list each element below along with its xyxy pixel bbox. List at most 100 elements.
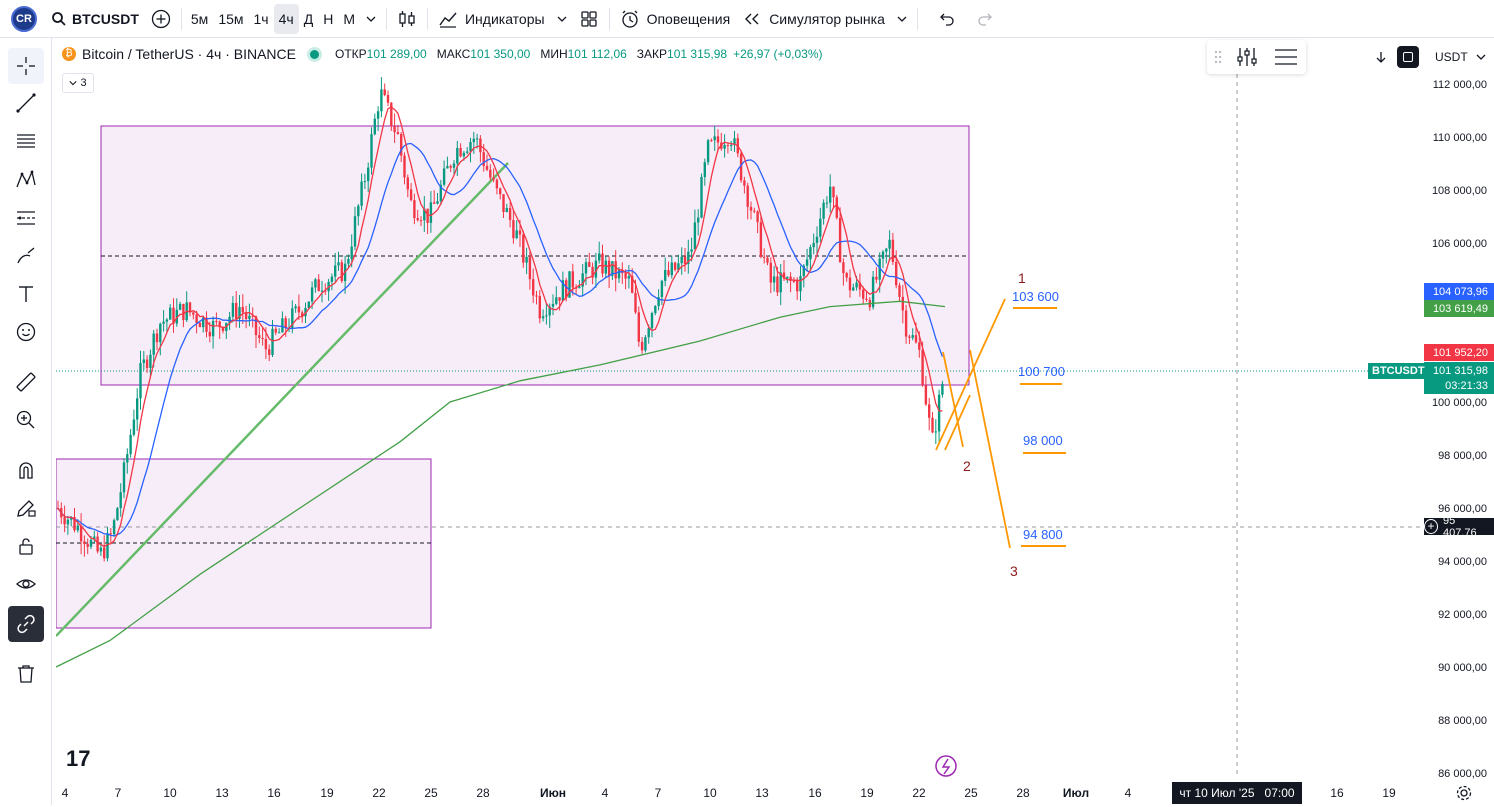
candle-body [294,306,297,309]
brush-tool[interactable] [8,238,44,274]
timeframe-button[interactable]: 4ч [273,3,299,34]
countdown-label: 03:21:33 [1424,377,1494,394]
sync-drawings-tool[interactable] [8,606,44,642]
candle-body [891,239,895,262]
timeframe-button[interactable]: Д [303,10,314,27]
timeframe-button[interactable]: 1ч [253,10,269,27]
lightning-icon[interactable] [935,755,957,777]
candle-body [541,316,545,319]
object-tree-icon[interactable] [1273,45,1299,69]
timeframe-button[interactable]: 5м [190,10,209,27]
draw-mode-tool[interactable] [8,490,44,526]
price-chart[interactable]: 17 [56,42,1424,777]
drag-handle-icon[interactable] [1214,49,1222,65]
rewind-icon [745,13,759,24]
candle-body [86,544,89,547]
time-axis[interactable]: 4 7 10 13 16 19 22 25 28 Июн 4 7 10 13 1… [56,778,1424,805]
timeframe-button[interactable]: 15м [218,10,244,27]
legend-title[interactable]: Bitcoin / TetherUS · 4ч · BINANCE [82,46,296,62]
candle-body [466,151,469,153]
currency-selector[interactable]: USDT [1435,50,1468,64]
chevron-down-icon[interactable] [1476,52,1486,62]
candle-body [218,321,221,328]
indicators-dropdown[interactable] [551,4,573,34]
alerts-button[interactable]: Оповещения [614,4,737,34]
projection-line[interactable] [969,349,1011,549]
add-plus-icon[interactable]: + [1424,519,1438,534]
candle-body [152,333,155,355]
forecast-tool[interactable] [8,200,44,236]
candle-body [142,359,145,364]
candle-body [169,307,172,320]
timeframe-button[interactable]: Н [323,10,334,27]
zoom-in-icon [16,410,35,429]
wave-label[interactable]: 2 [963,458,971,474]
settings-button[interactable] [1455,784,1473,807]
candle-body [937,394,941,432]
indicators-button[interactable]: Индикаторы [432,4,551,34]
candle-body [244,312,248,319]
target-label[interactable]: 98 000 [1023,433,1063,448]
time-tick: 13 [755,786,769,800]
candles-icon [399,10,415,27]
indicators-toggle-button[interactable]: 3 [62,73,94,93]
compare-symbol-button[interactable] [145,4,177,34]
wave-label[interactable]: 1 [1018,270,1026,286]
candle-body [759,222,763,257]
icons-tool[interactable] [8,314,44,350]
pattern-tool[interactable] [8,162,44,198]
candle-body [802,265,805,277]
timeframe-button[interactable]: М [343,10,355,27]
replay-button[interactable]: Симулятор рынка [736,4,891,34]
fib-tool[interactable] [8,123,44,159]
wave-label[interactable]: 3 [1010,563,1018,579]
redo-button[interactable] [970,4,1002,34]
candle-body [571,271,574,288]
price-axis[interactable]: 112 000,00 110 000,00 108 000,00 106 000… [1424,42,1494,780]
logo-icon[interactable]: CR [11,5,37,32]
candle-body [838,217,842,263]
projection-line[interactable] [944,394,971,451]
separator [608,7,610,30]
target-label[interactable]: 94 800 [1023,527,1063,542]
layout-button[interactable] [573,4,605,34]
candle-body [852,287,855,291]
candle-body [829,186,832,203]
hide-tool[interactable] [8,566,44,602]
auto-scale-button[interactable] [1397,46,1419,68]
ruler-tool[interactable] [8,364,44,400]
zoom-tool[interactable] [8,402,44,438]
price-tick: 106 000,00 [1431,238,1487,250]
tradingview-logo[interactable]: 17 [66,746,90,771]
settings-sliders-icon[interactable] [1235,45,1259,69]
candle-body [792,280,796,282]
candle-body [581,273,584,287]
high-label: МАКС [436,47,471,61]
candle-body [63,517,66,525]
chart-type-button[interactable] [391,4,423,34]
timeframe-dropdown[interactable] [360,4,382,34]
candle-body [713,136,716,141]
target-label[interactable]: 100 700 [1018,364,1065,379]
arrow-down-icon[interactable] [1373,49,1389,65]
candle-body [627,276,631,279]
candle-body [129,434,132,455]
trendline-tool[interactable] [8,85,44,121]
trendline[interactable] [56,162,509,637]
candle-body [875,276,878,280]
candle-body [904,310,908,337]
candle-body [426,208,429,223]
magnet-tool[interactable] [8,452,44,488]
projection-line[interactable] [942,351,964,448]
undo-button[interactable] [930,4,962,34]
candle-body [205,317,208,332]
crosshair-tool[interactable] [8,48,44,84]
symbol-search-button[interactable]: BTCUSDT [45,4,145,34]
text-tool[interactable] [8,276,44,312]
projection-line[interactable] [935,298,1006,451]
target-label[interactable]: 103 600 [1012,289,1059,304]
replay-dropdown[interactable] [891,4,913,34]
candle-body [941,383,944,395]
delete-tool[interactable] [8,656,44,692]
lock-tool[interactable] [8,528,44,564]
